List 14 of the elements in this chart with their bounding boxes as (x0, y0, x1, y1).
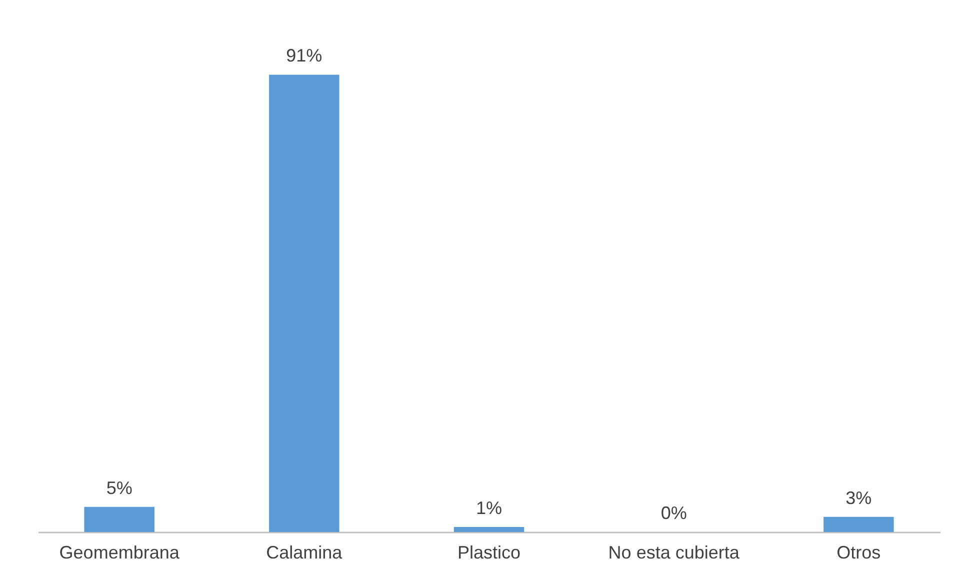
x-tick-label: Calamina (266, 542, 344, 562)
x-tick-label: Otros (836, 542, 881, 562)
bar (454, 526, 524, 532)
data-label: 91% (286, 46, 322, 66)
bar (824, 516, 894, 532)
data-label: 1% (476, 498, 502, 518)
bar (84, 506, 154, 532)
x-tick-label: Plastico (457, 542, 521, 562)
x-tick-label: No esta cubierta (608, 542, 740, 562)
data-label: 0% (660, 503, 687, 523)
data-label: 3% (846, 488, 872, 508)
x-tick-label: Geomembrana (59, 542, 180, 562)
data-label: 5% (106, 478, 132, 498)
bar (269, 74, 340, 532)
